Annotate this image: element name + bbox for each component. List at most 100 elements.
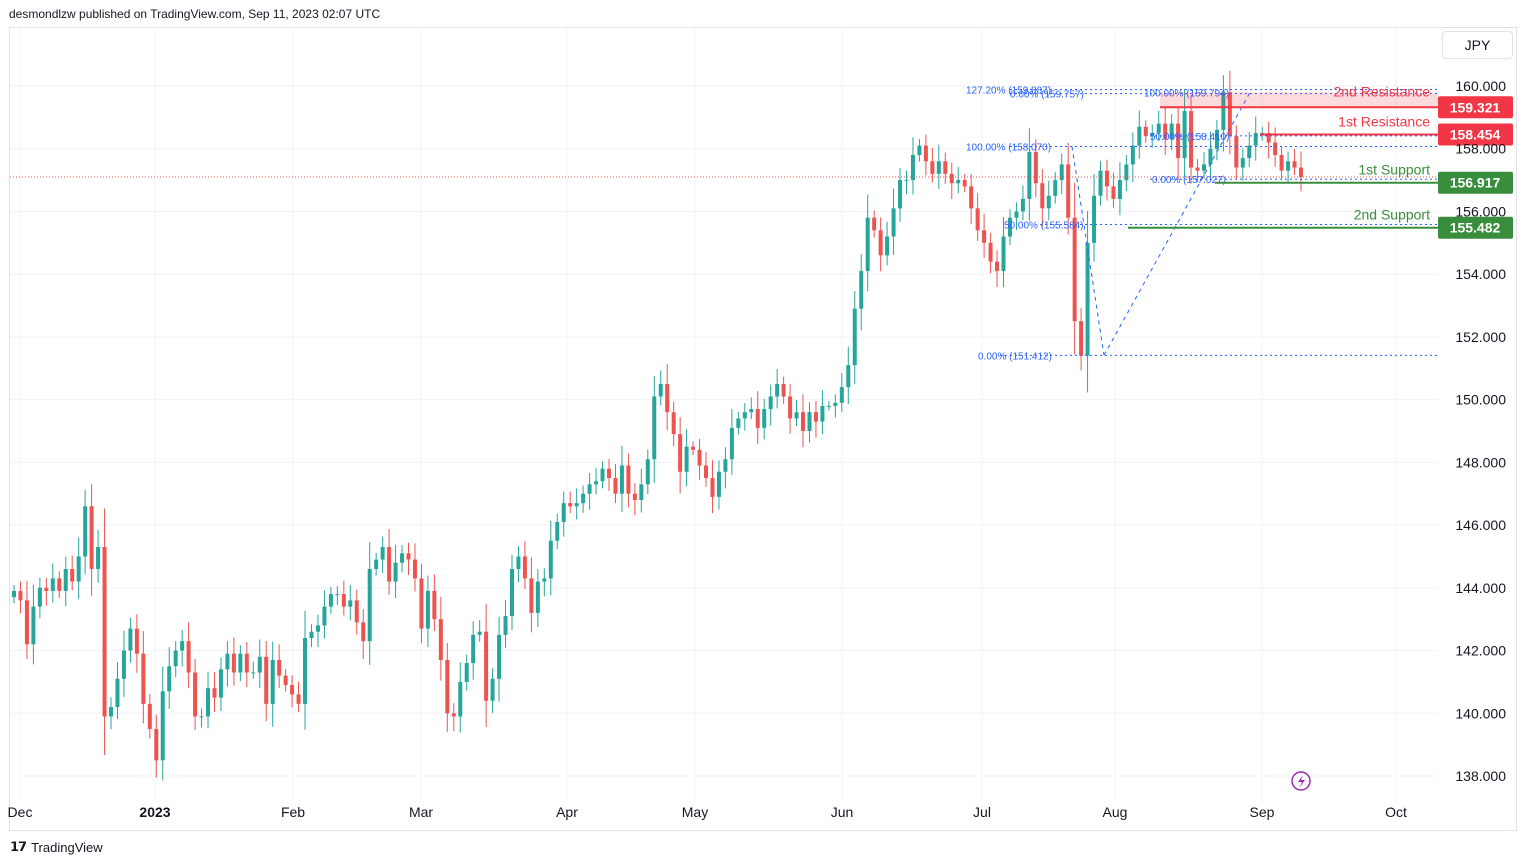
candle-body <box>432 590 437 620</box>
candle-body <box>37 587 42 607</box>
candle-body <box>160 691 165 761</box>
candle-body <box>568 503 573 507</box>
candle-body <box>141 653 146 704</box>
fib-label: 0.00% (159.757) <box>1010 90 1084 101</box>
candle-body <box>801 412 806 431</box>
candle-body <box>1072 217 1077 322</box>
candle-body <box>335 594 340 596</box>
candle-body <box>1253 133 1258 146</box>
candle-body <box>438 619 443 660</box>
candle-body <box>1189 111 1194 168</box>
resistance-zone <box>1160 92 1438 108</box>
support-label: 2nd Support <box>1354 207 1430 223</box>
candle-body <box>11 590 17 598</box>
candle-body <box>736 418 741 428</box>
candle-body <box>257 656 262 673</box>
candle-body <box>1143 126 1148 137</box>
candle-body <box>1059 164 1064 181</box>
candle-body <box>1124 164 1129 181</box>
candle-body <box>154 728 159 761</box>
fib-label: 100.00% (159.794) <box>1144 88 1229 99</box>
y-tick-label: 152.000 <box>1455 329 1506 345</box>
candle-body <box>231 653 236 673</box>
candle-body <box>768 396 773 410</box>
candle-body <box>147 703 152 729</box>
candle-body <box>600 468 605 482</box>
candle-body <box>710 478 715 497</box>
candle-body <box>594 481 599 485</box>
candle-body <box>542 578 547 582</box>
publisher-header: desmondlzw published on TradingView.com,… <box>9 7 381 21</box>
tradingview-logo-icon: 𝟭𝟳 <box>10 839 27 854</box>
candle-body <box>671 412 676 435</box>
resistance-price-label: 158.454 <box>1450 126 1501 142</box>
candle-body <box>904 180 909 182</box>
support-price-label: 156.917 <box>1450 175 1501 191</box>
candle-body <box>341 594 346 607</box>
candle-body <box>1279 155 1284 171</box>
candle-body <box>969 186 974 209</box>
candle-body <box>380 547 385 560</box>
candle-body <box>691 446 696 450</box>
y-tick-label: 158.000 <box>1455 141 1506 157</box>
candle-body <box>445 659 450 714</box>
candle-body <box>503 616 508 635</box>
candle-body <box>826 405 831 407</box>
y-tick-label: 144.000 <box>1455 580 1506 596</box>
currency-button[interactable]: JPY <box>1442 31 1513 59</box>
candle-body <box>1176 123 1181 159</box>
candles <box>11 70 1304 781</box>
candle-body <box>943 161 948 174</box>
candle-body <box>548 540 553 579</box>
candle-body <box>328 594 333 607</box>
candle-body <box>464 663 469 682</box>
candle-body <box>193 672 198 717</box>
candle-body <box>1046 195 1051 209</box>
candle-body <box>962 180 967 187</box>
candle-body <box>658 383 663 397</box>
candle-body <box>1266 133 1271 143</box>
candle-body <box>574 503 579 507</box>
y-tick-label: 148.000 <box>1455 454 1506 470</box>
x-axis: Dec 2023 Feb Mar Apr May Jun Jul Aug Sep Oct <box>8 804 1407 820</box>
x-tick-label: Mar <box>409 804 433 820</box>
flash-icon[interactable] <box>1291 771 1311 791</box>
candle-body <box>1227 92 1232 137</box>
candle-body <box>477 631 482 635</box>
candle-body <box>1298 167 1304 177</box>
candle-body <box>406 553 411 560</box>
candle-body <box>484 631 489 701</box>
candle-body <box>1137 126 1142 146</box>
candle-body <box>561 503 566 522</box>
candle-body <box>936 161 941 174</box>
candle-body <box>1027 151 1032 199</box>
candle-body <box>1014 211 1019 218</box>
candle-body <box>83 506 88 557</box>
candle-body <box>923 145 928 162</box>
candle-body <box>348 600 353 607</box>
candle-body <box>529 578 534 613</box>
candle-body <box>44 587 49 591</box>
candle-body <box>859 271 864 309</box>
candle-body <box>1001 236 1006 272</box>
candle-body <box>910 155 915 181</box>
candle-body <box>244 653 249 673</box>
candle-body <box>497 634 502 679</box>
x-tick-label: 2023 <box>139 804 170 820</box>
candle-body <box>1040 183 1045 209</box>
candle-body <box>128 628 133 651</box>
fib-trend-line <box>1071 146 1105 356</box>
candle-body <box>1182 111 1187 159</box>
chart-frame[interactable] <box>9 27 1517 831</box>
candle-body <box>31 606 36 645</box>
candle-body <box>606 468 611 479</box>
fib-label: 0.00% (151.412) <box>978 351 1052 362</box>
y-tick-label: 146.000 <box>1455 517 1506 533</box>
candle-body <box>898 180 903 209</box>
candle-body <box>212 688 217 698</box>
candle-body <box>102 547 107 717</box>
candle-body <box>425 590 430 629</box>
x-tick-label: May <box>682 804 708 820</box>
x-tick-label: Feb <box>281 804 305 820</box>
